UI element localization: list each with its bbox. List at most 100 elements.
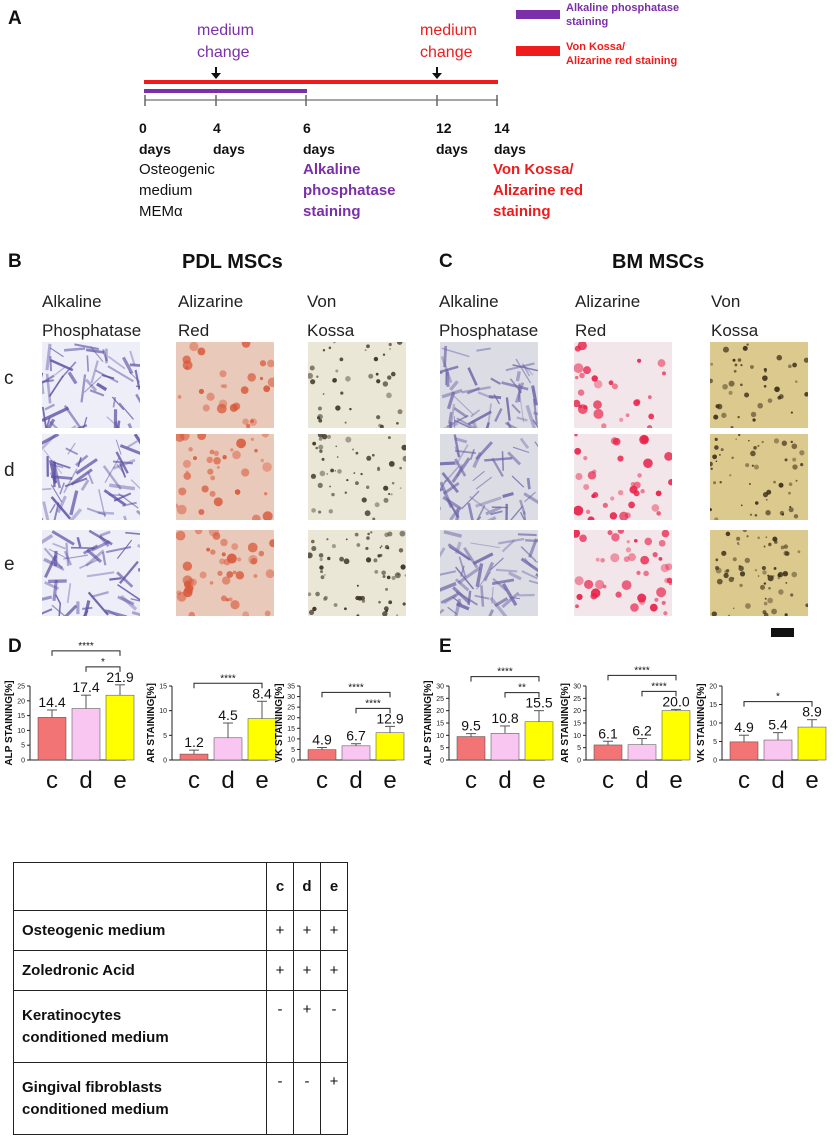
micrograph-bm-vk-c <box>710 342 808 428</box>
panel-letter-d: D <box>8 636 22 657</box>
medium-change-1-line1: medium <box>197 22 254 39</box>
cell: - <box>293 1062 321 1135</box>
significance-label: **** <box>365 698 381 709</box>
bar-d <box>763 739 793 761</box>
micrograph-pdl-alp-d <box>42 434 140 520</box>
value-label: 12.9 <box>376 710 403 726</box>
significance-bracket <box>193 682 263 689</box>
cell: + <box>266 950 294 991</box>
category-label: d <box>635 767 648 794</box>
vk-desc-line1: Von Kossa/ <box>493 161 574 178</box>
panel-letter-e: E <box>439 636 452 657</box>
alp-desc-line2: phosphatase <box>303 182 396 199</box>
row-label-fibroblasts: Gingival fibroblasts conditioned medium <box>13 1062 267 1135</box>
bar-e <box>375 732 405 761</box>
y-tick-label: 25 <box>287 705 295 712</box>
pdl-col-vk: Von Kossa <box>307 287 354 345</box>
bar-e <box>661 710 691 761</box>
y-tick-label: 5 <box>440 745 444 752</box>
medium-change-label-2: medium change <box>420 20 477 64</box>
category-label: c <box>316 767 328 794</box>
micrograph-bm-ar-d <box>574 434 672 520</box>
timeline-graphic <box>144 10 560 106</box>
significance-label: **** <box>78 641 94 652</box>
category-label: e <box>532 767 545 794</box>
cell: + <box>320 950 348 991</box>
start-desc-line1: Osteogenic <box>139 161 215 178</box>
bar-d <box>490 733 520 761</box>
table-header-row: c d e <box>13 862 348 911</box>
value-label: 5.4 <box>768 717 788 733</box>
y-axis-label: AR STAINING[%] <box>560 683 571 763</box>
y-axis-label: ALP STAINING[%] <box>423 680 434 765</box>
legend-vk-line2: Alizarine red staining <box>566 55 678 67</box>
table-row: Gingival fibroblasts conditioned medium … <box>13 1062 348 1135</box>
y-tick-label: 5 <box>163 733 167 740</box>
micrograph-pdl-ar-c <box>176 342 274 428</box>
legend-alp-line1: Alkaline phosphatase <box>566 2 680 14</box>
tick-12: 12 days <box>436 118 468 160</box>
value-label: 6.1 <box>598 725 618 741</box>
panel-letter-a: A <box>8 8 22 29</box>
category-label: c <box>602 767 614 794</box>
bar-d <box>213 737 243 761</box>
tick-0-num: 0 <box>139 120 147 136</box>
significance-label: **** <box>634 665 650 676</box>
tick-14-unit: days <box>494 141 526 157</box>
micrograph-pdl-ar-e <box>176 530 274 616</box>
y-tick-label: 0 <box>577 758 581 765</box>
bar-c <box>729 741 759 761</box>
y-tick-label: 5 <box>291 747 295 754</box>
tick-14: 14 days <box>494 118 526 160</box>
row-label-fibroblasts-l1: Gingival fibroblasts <box>22 1078 163 1096</box>
conditions-table: c d e Osteogenic medium + + + Zoledronic… <box>13 862 348 1135</box>
medium-change-2-line1: medium <box>420 22 477 39</box>
value-label: 4.9 <box>734 719 754 735</box>
bm-col-ar-l1: Alizarine <box>575 292 641 311</box>
table-header-d: d <box>293 862 321 911</box>
y-tick-label: 15 <box>17 713 25 720</box>
micrograph-bm-vk-e <box>710 530 808 616</box>
y-tick-label: 20 <box>287 715 295 722</box>
row-label-e: e <box>4 554 15 575</box>
tick-4-num: 4 <box>213 120 221 136</box>
arrow-down-icon <box>211 67 221 79</box>
micrograph-pdl-vk-e <box>308 530 406 616</box>
y-tick-label: 15 <box>287 726 295 733</box>
bar-e <box>797 726 827 761</box>
cell: + <box>320 910 348 951</box>
value-label: 6.7 <box>346 728 366 744</box>
category-label: c <box>738 767 750 794</box>
y-tick-label: 20 <box>573 708 581 715</box>
value-label: 15.5 <box>525 695 552 711</box>
y-tick-label: 10 <box>436 733 444 740</box>
significance-label: **** <box>651 681 667 692</box>
legend-vk-line1: Von Kossa/ <box>566 41 626 53</box>
pdl-col-vk-l1: Von <box>307 292 337 311</box>
micrograph-bm-vk-d <box>710 434 808 520</box>
significance-bracket <box>470 676 540 682</box>
value-label: 4.9 <box>312 732 332 748</box>
category-label: c <box>46 767 58 794</box>
y-tick-label: 25 <box>573 696 581 703</box>
pdl-group-title: PDL MSCs <box>182 251 283 273</box>
bm-col-alp-l2: Phosphatase <box>439 321 539 340</box>
cell: + <box>293 910 321 951</box>
bar-e <box>105 694 135 761</box>
value-label: 4.5 <box>218 707 238 723</box>
table-header-blank <box>13 862 267 911</box>
alp-description: Alkaline phosphatase staining <box>303 159 396 222</box>
tick-6-unit: days <box>303 141 335 157</box>
pdl-col-alp: Alkaline Phosphatase <box>42 287 141 345</box>
micrograph-bm-alp-e <box>440 530 538 616</box>
category-label: d <box>498 767 511 794</box>
y-tick-label: 30 <box>287 694 295 701</box>
legend-alp-swatch <box>516 10 560 19</box>
bm-col-vk-l2: Kossa <box>711 321 759 340</box>
vk-description: Von Kossa/ Alizarine red staining <box>493 159 583 222</box>
y-tick-label: 0 <box>21 758 25 765</box>
cell: + <box>293 990 321 1063</box>
y-tick-label: 35 <box>287 684 295 691</box>
value-label: 8.4 <box>252 685 272 701</box>
pdl-col-vk-l2: Kossa <box>307 321 355 340</box>
